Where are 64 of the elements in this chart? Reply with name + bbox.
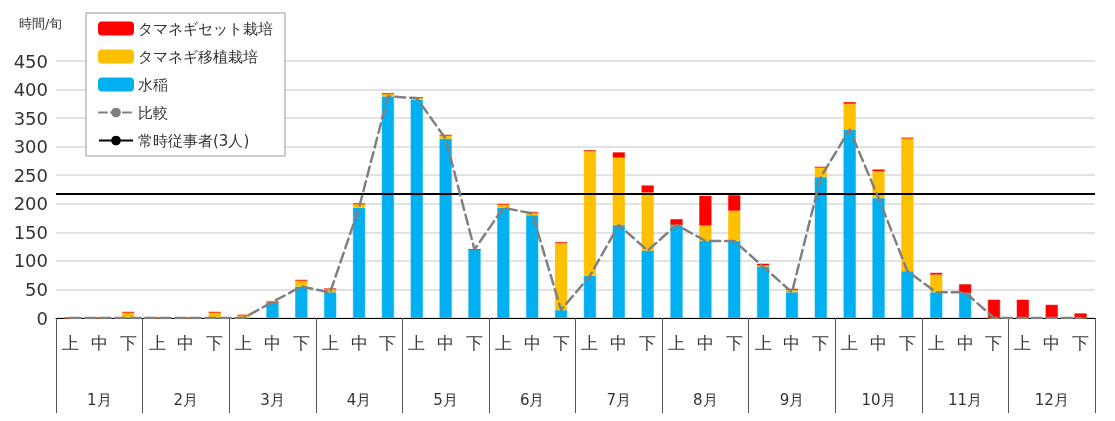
x-tick-label: 上 [408,332,426,353]
x-tick-label: 下 [812,332,830,353]
text: 7月 [606,390,632,409]
x-tick-label: 中 [870,332,888,353]
x-tick-label: 中 [523,332,541,353]
y-tick-label: 400 [13,79,48,101]
x-tick-label: 中 [263,332,281,353]
y-tick-label: 250 [13,164,48,186]
text: 11月 [948,390,983,409]
text: 9月 [779,390,805,409]
x-tick-label: 下 [379,332,397,353]
text: 12月 [1034,390,1069,409]
x-tick-label: 下 [985,332,1003,353]
y-axis-title: 時間/旬 [19,16,63,31]
x-tick-label: 下 [119,332,137,353]
legend-label: タマネギ移植栽培 [138,47,258,66]
text: 10月 [861,390,896,409]
x-tick-label: 上 [148,332,166,353]
text: 3月 [260,390,285,409]
x-tick-label: 中 [90,332,108,353]
x-tick-label: 中 [696,332,714,353]
x-tick-label: 上 [754,332,772,353]
x-tick-label: 上 [841,332,859,353]
text: 1月 [87,390,112,409]
x-tick-label: 下 [465,332,483,353]
y-tick-label: 350 [13,107,48,129]
x-tick-label: 上 [668,332,686,353]
y-tick-label: 100 [13,250,48,272]
y-tick-label: 300 [13,136,48,158]
y-tick-label: 0 [36,307,48,329]
x-tick-label: 上 [235,332,253,353]
text: 6月 [519,390,545,409]
y-tick-label: 200 [13,193,48,215]
y-tick-label: 450 [13,50,48,72]
x-tick-label: 上 [61,332,79,353]
x-tick-label: 下 [552,332,570,353]
y-tick-label: 50 [25,278,48,300]
x-tick-label: 上 [1014,332,1032,353]
x-tick-label: 下 [639,332,657,353]
legend-label: 比較 [138,103,168,122]
x-tick-label: 上 [581,332,599,353]
legend-label: 常時従事者(3人) [138,131,250,150]
x-tick-label: 下 [725,332,743,353]
x-tick-label: 下 [292,332,310,353]
text: 5月 [433,390,458,409]
x-tick-label: 中 [610,332,628,353]
text: 4月 [346,390,372,409]
y-tick-label: 150 [13,221,48,243]
x-tick-label: 中 [437,332,455,353]
text: 2月 [173,390,199,409]
x-tick-label: 上 [927,332,945,353]
x-tick-label: 中 [956,332,974,353]
x-tick-label: 中 [1043,332,1061,353]
text: 8月 [693,390,718,409]
legend-label: 水稲 [138,75,168,94]
x-tick-label: 上 [321,332,339,353]
legend-label: タマネギセット栽培 [138,19,273,38]
x-tick-label: 下 [206,332,224,353]
x-tick-label: 上 [494,332,512,353]
x-tick-label: 下 [1072,332,1090,353]
x-tick-label: 中 [350,332,368,353]
x-tick-label: 下 [898,332,916,353]
x-tick-label: 中 [177,332,195,353]
x-tick-label: 中 [783,332,801,353]
